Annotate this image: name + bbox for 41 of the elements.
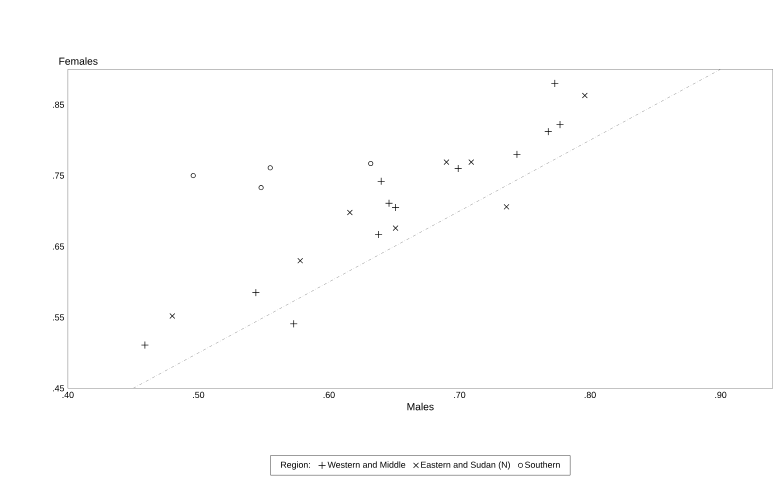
point: [454, 164, 462, 172]
y-tick-label: .65: [52, 243, 64, 250]
legend-label: Southern: [524, 461, 560, 468]
x-tick-label: .60: [324, 392, 335, 398]
point: [513, 150, 521, 158]
y-tick-label: .75: [52, 172, 64, 179]
x-tick-label: .70: [454, 392, 466, 398]
y-tick-label: .45: [52, 385, 64, 392]
point: [268, 165, 273, 170]
x-tick-label: .50: [193, 392, 204, 398]
point: [550, 80, 559, 88]
point: [290, 320, 298, 328]
point: [252, 288, 260, 296]
point: [504, 204, 510, 210]
point: [392, 204, 400, 212]
point: [582, 92, 588, 98]
y-axis-title: Females: [59, 57, 98, 65]
y-tick-label: .55: [52, 314, 64, 320]
point: [190, 173, 196, 178]
legend-label: Eastern and Sudan (N): [421, 461, 510, 470]
point: [556, 120, 564, 128]
point: [297, 258, 304, 264]
point: [468, 159, 474, 165]
point: [368, 161, 374, 166]
point: [347, 210, 353, 216]
legend-title: Region:: [281, 461, 310, 470]
point: [385, 199, 393, 208]
x-tick-label: .40: [62, 392, 74, 398]
point: [377, 177, 386, 186]
point: [258, 185, 264, 190]
point: [544, 128, 552, 136]
x-axis-title: Males: [407, 402, 434, 410]
legend-label: Western and Middle: [328, 461, 406, 468]
y-tick-label: .85: [52, 102, 64, 108]
point: [374, 230, 382, 238]
x-tick-label: .80: [584, 392, 596, 398]
point: [169, 313, 176, 319]
point: [444, 159, 450, 165]
x-tick-label: .90: [715, 392, 726, 398]
point: [141, 341, 149, 349]
point: [392, 225, 398, 231]
